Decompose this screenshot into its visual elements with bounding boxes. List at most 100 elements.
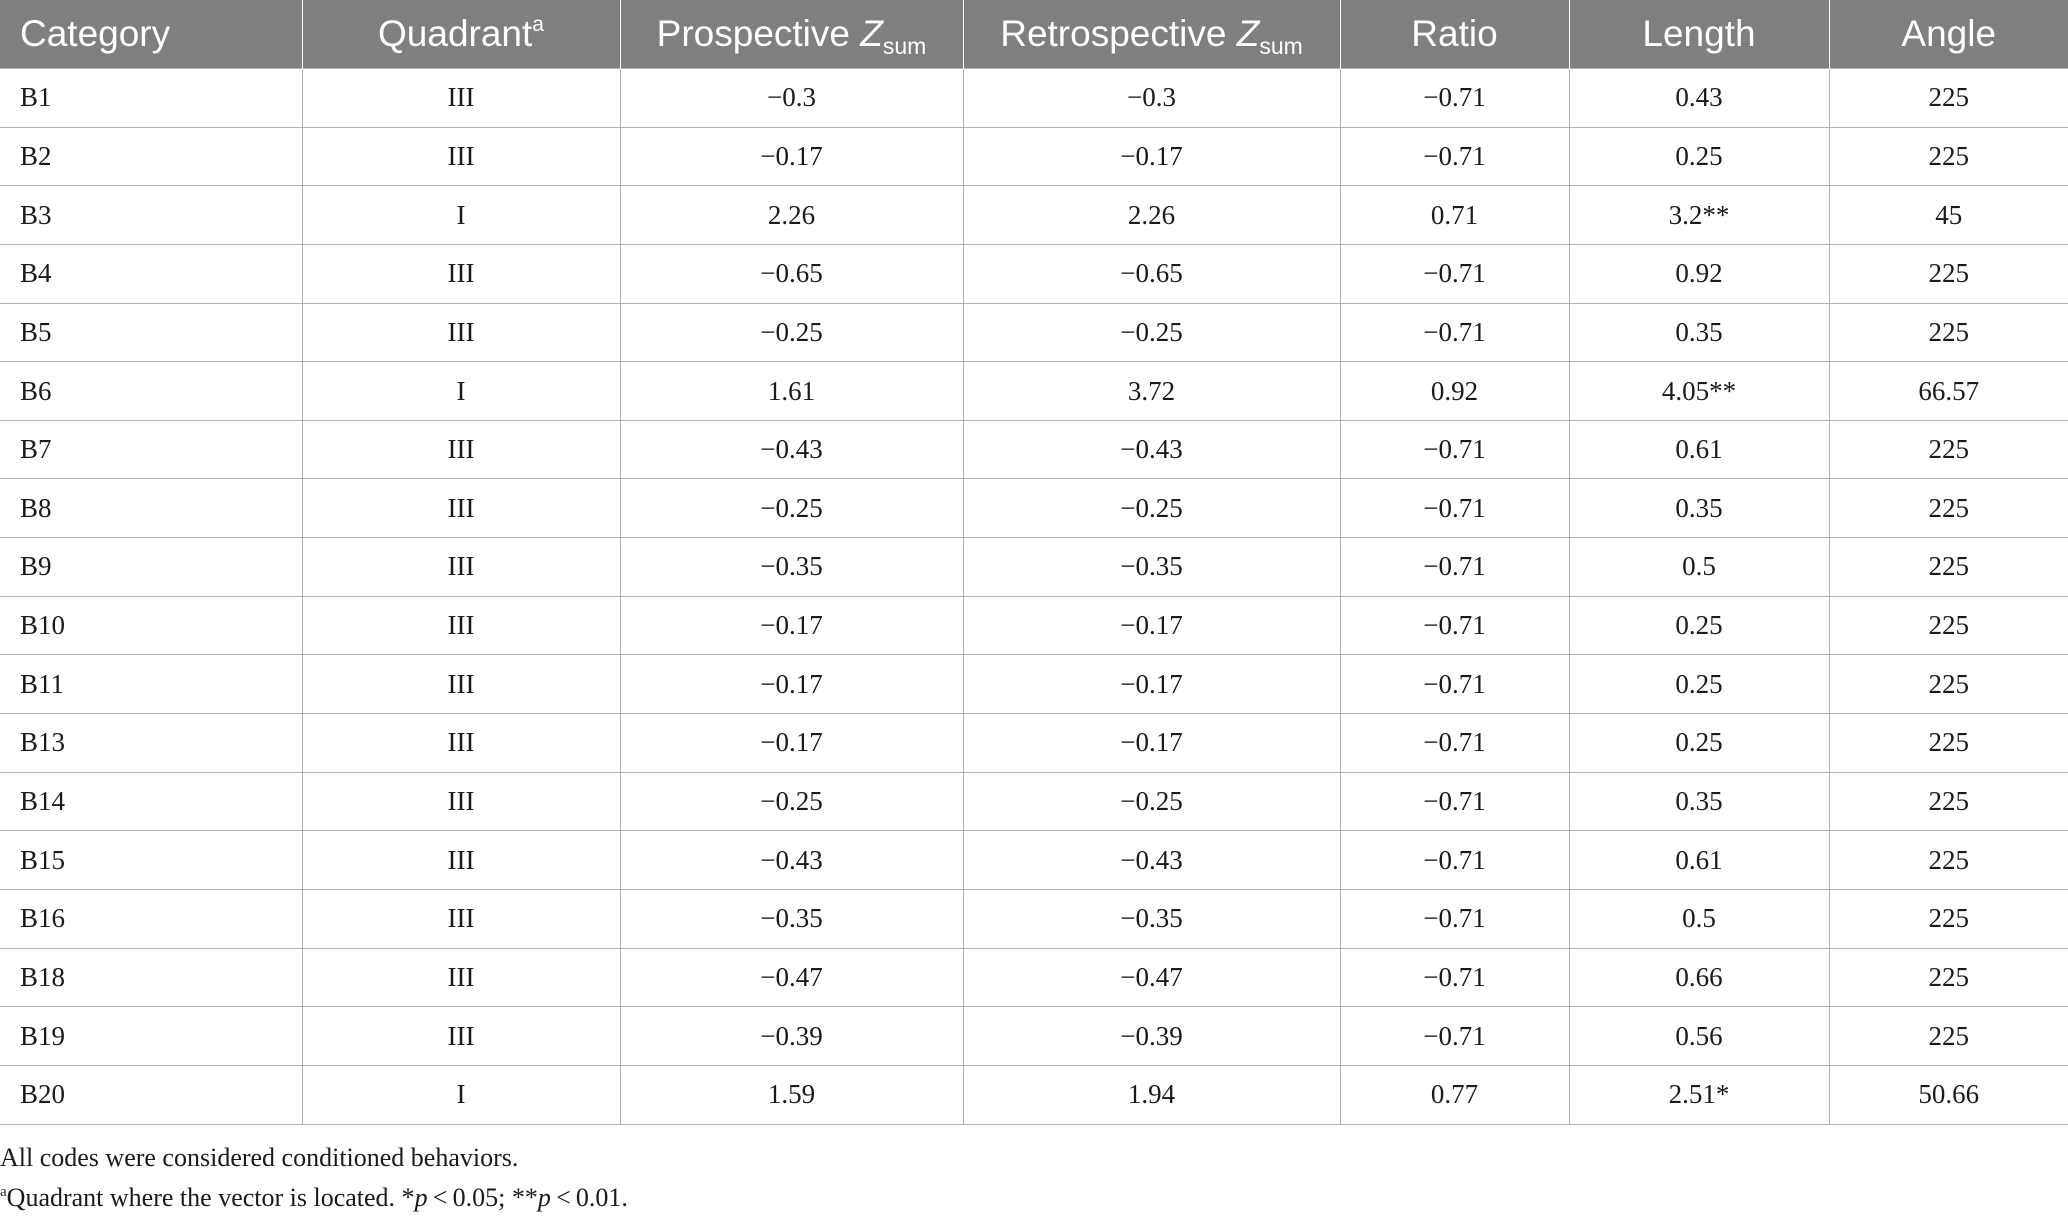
cell-ratio: −0.71 [1339, 478, 1570, 539]
cell-prospective-zsum: −0.17 [619, 713, 964, 773]
cell-quadrant: III [301, 243, 621, 304]
table-row: B7 III −0.43 −0.43 −0.71 0.61 225 [0, 419, 2068, 480]
header-retrospective-zsum: Retrospective Zsum [963, 0, 1341, 69]
cell-prospective-zsum: −0.43 [619, 419, 964, 480]
cell-angle: 225 [1828, 771, 2068, 832]
table-row: B6 I 1.61 3.72 0.92 4.05** 66.57 [0, 361, 2068, 421]
header-quadrant: Quadranta [302, 0, 621, 69]
cell-angle: 225 [1828, 126, 2068, 187]
cell-category: B16 [0, 888, 303, 949]
table-row: B5 III −0.25 −0.25 −0.71 0.35 225 [0, 302, 2068, 363]
table-row: B20 I 1.59 1.94 0.77 2.51* 50.66 [0, 1064, 2068, 1125]
cell-retrospective-zsum: −0.25 [962, 771, 1341, 832]
cell-length: 0.25 [1568, 126, 1830, 187]
header-quadrant-footnote-mark: a [532, 13, 544, 36]
cell-retrospective-zsum: −0.17 [962, 595, 1341, 656]
cell-ratio: −0.71 [1339, 243, 1570, 304]
cell-ratio: −0.71 [1339, 419, 1570, 480]
cell-category: B8 [0, 478, 303, 539]
cell-length: 0.92 [1568, 243, 1830, 304]
cell-retrospective-zsum: 3.72 [962, 361, 1341, 421]
cell-quadrant: III [301, 419, 621, 480]
cell-quadrant: I [301, 1064, 621, 1125]
cell-retrospective-zsum: −0.17 [962, 654, 1341, 715]
cell-quadrant: I [301, 185, 621, 245]
cell-quadrant: III [301, 1006, 621, 1066]
cell-ratio: −0.71 [1339, 537, 1570, 597]
cell-prospective-zsum: −0.35 [619, 888, 964, 949]
cell-ratio: 0.77 [1339, 1064, 1570, 1125]
cell-ratio: −0.71 [1339, 1006, 1570, 1066]
header-row: Category Quadranta Prospective Zsum Retr… [0, 0, 2068, 69]
cell-length: 0.25 [1568, 713, 1830, 773]
cell-category: B19 [0, 1006, 303, 1066]
cell-retrospective-zsum: −0.25 [962, 302, 1341, 363]
cell-category: B9 [0, 537, 303, 597]
cell-quadrant: III [301, 126, 621, 187]
cell-prospective-zsum: −0.17 [619, 126, 964, 187]
header-length: Length [1569, 0, 1830, 69]
cell-angle: 225 [1828, 1006, 2068, 1066]
cell-angle: 225 [1828, 654, 2068, 715]
table-row: B8 III −0.25 −0.25 −0.71 0.35 225 [0, 478, 2068, 539]
table-row: B3 I 2.26 2.26 0.71 3.2** 45 [0, 185, 2068, 245]
cell-length: 0.66 [1568, 947, 1830, 1008]
table-row: B9 III −0.35 −0.35 −0.71 0.5 225 [0, 537, 2068, 597]
cell-quadrant: III [301, 830, 621, 890]
cell-quadrant: III [301, 771, 621, 832]
cell-prospective-zsum: −0.17 [619, 654, 964, 715]
cell-angle: 225 [1828, 302, 2068, 363]
cell-quadrant: III [301, 654, 621, 715]
table-notes: All codes were considered conditioned be… [0, 1138, 628, 1218]
cell-retrospective-zsum: −0.35 [962, 537, 1341, 597]
cell-angle: 225 [1828, 947, 2068, 1008]
cell-retrospective-zsum: −0.43 [962, 830, 1341, 890]
cell-angle: 225 [1828, 537, 2068, 597]
table-row: B19 III −0.39 −0.39 −0.71 0.56 225 [0, 1006, 2068, 1066]
cell-length: 0.56 [1568, 1006, 1830, 1066]
cell-ratio: −0.71 [1339, 771, 1570, 832]
cell-length: 0.61 [1568, 830, 1830, 890]
table-row: B11 III −0.17 −0.17 −0.71 0.25 225 [0, 654, 2068, 715]
cell-retrospective-zsum: −0.17 [962, 126, 1341, 187]
cell-retrospective-zsum: 2.26 [962, 185, 1341, 245]
cell-ratio: −0.71 [1339, 713, 1570, 773]
cell-angle: 225 [1828, 68, 2068, 128]
cell-category: B20 [0, 1064, 303, 1125]
cell-category: B11 [0, 654, 303, 715]
table-row: B1 III −0.3 −0.3 −0.71 0.43 225 [0, 68, 2068, 128]
header-prospective-zsum: Prospective Zsum [620, 0, 964, 69]
cell-length: 0.25 [1568, 595, 1830, 656]
results-table: Category Quadranta Prospective Zsum Retr… [0, 0, 2068, 1125]
cell-ratio: −0.71 [1339, 947, 1570, 1008]
table-row: B13 III −0.17 −0.17 −0.71 0.25 225 [0, 713, 2068, 773]
cell-prospective-zsum: −0.25 [619, 771, 964, 832]
cell-category: B18 [0, 947, 303, 1008]
cell-length: 0.35 [1568, 302, 1830, 363]
header-ratio: Ratio [1340, 0, 1570, 69]
cell-angle: 50.66 [1828, 1064, 2068, 1125]
cell-retrospective-zsum: −0.43 [962, 419, 1341, 480]
table-row: B4 III −0.65 −0.65 −0.71 0.92 225 [0, 243, 2068, 304]
cell-angle: 45 [1828, 185, 2068, 245]
cell-angle: 225 [1828, 419, 2068, 480]
cell-angle: 225 [1828, 595, 2068, 656]
note-general: All codes were considered conditioned be… [0, 1143, 519, 1172]
cell-angle: 225 [1828, 478, 2068, 539]
cell-category: B2 [0, 126, 303, 187]
cell-category: B6 [0, 361, 303, 421]
cell-prospective-zsum: −0.25 [619, 302, 964, 363]
cell-prospective-zsum: −0.35 [619, 537, 964, 597]
cell-retrospective-zsum: 1.94 [962, 1064, 1341, 1125]
cell-category: B5 [0, 302, 303, 363]
table-row: B16 III −0.35 −0.35 −0.71 0.5 225 [0, 888, 2068, 949]
header-category: Category [0, 0, 303, 69]
cell-category: B7 [0, 419, 303, 480]
table-row: B14 III −0.25 −0.25 −0.71 0.35 225 [0, 771, 2068, 832]
cell-retrospective-zsum: −0.39 [962, 1006, 1341, 1066]
cell-quadrant: III [301, 947, 621, 1008]
table-row: B18 III −0.47 −0.47 −0.71 0.66 225 [0, 947, 2068, 1008]
cell-retrospective-zsum: −0.35 [962, 888, 1341, 949]
cell-prospective-zsum: 1.59 [619, 1064, 964, 1125]
cell-quadrant: III [301, 302, 621, 363]
